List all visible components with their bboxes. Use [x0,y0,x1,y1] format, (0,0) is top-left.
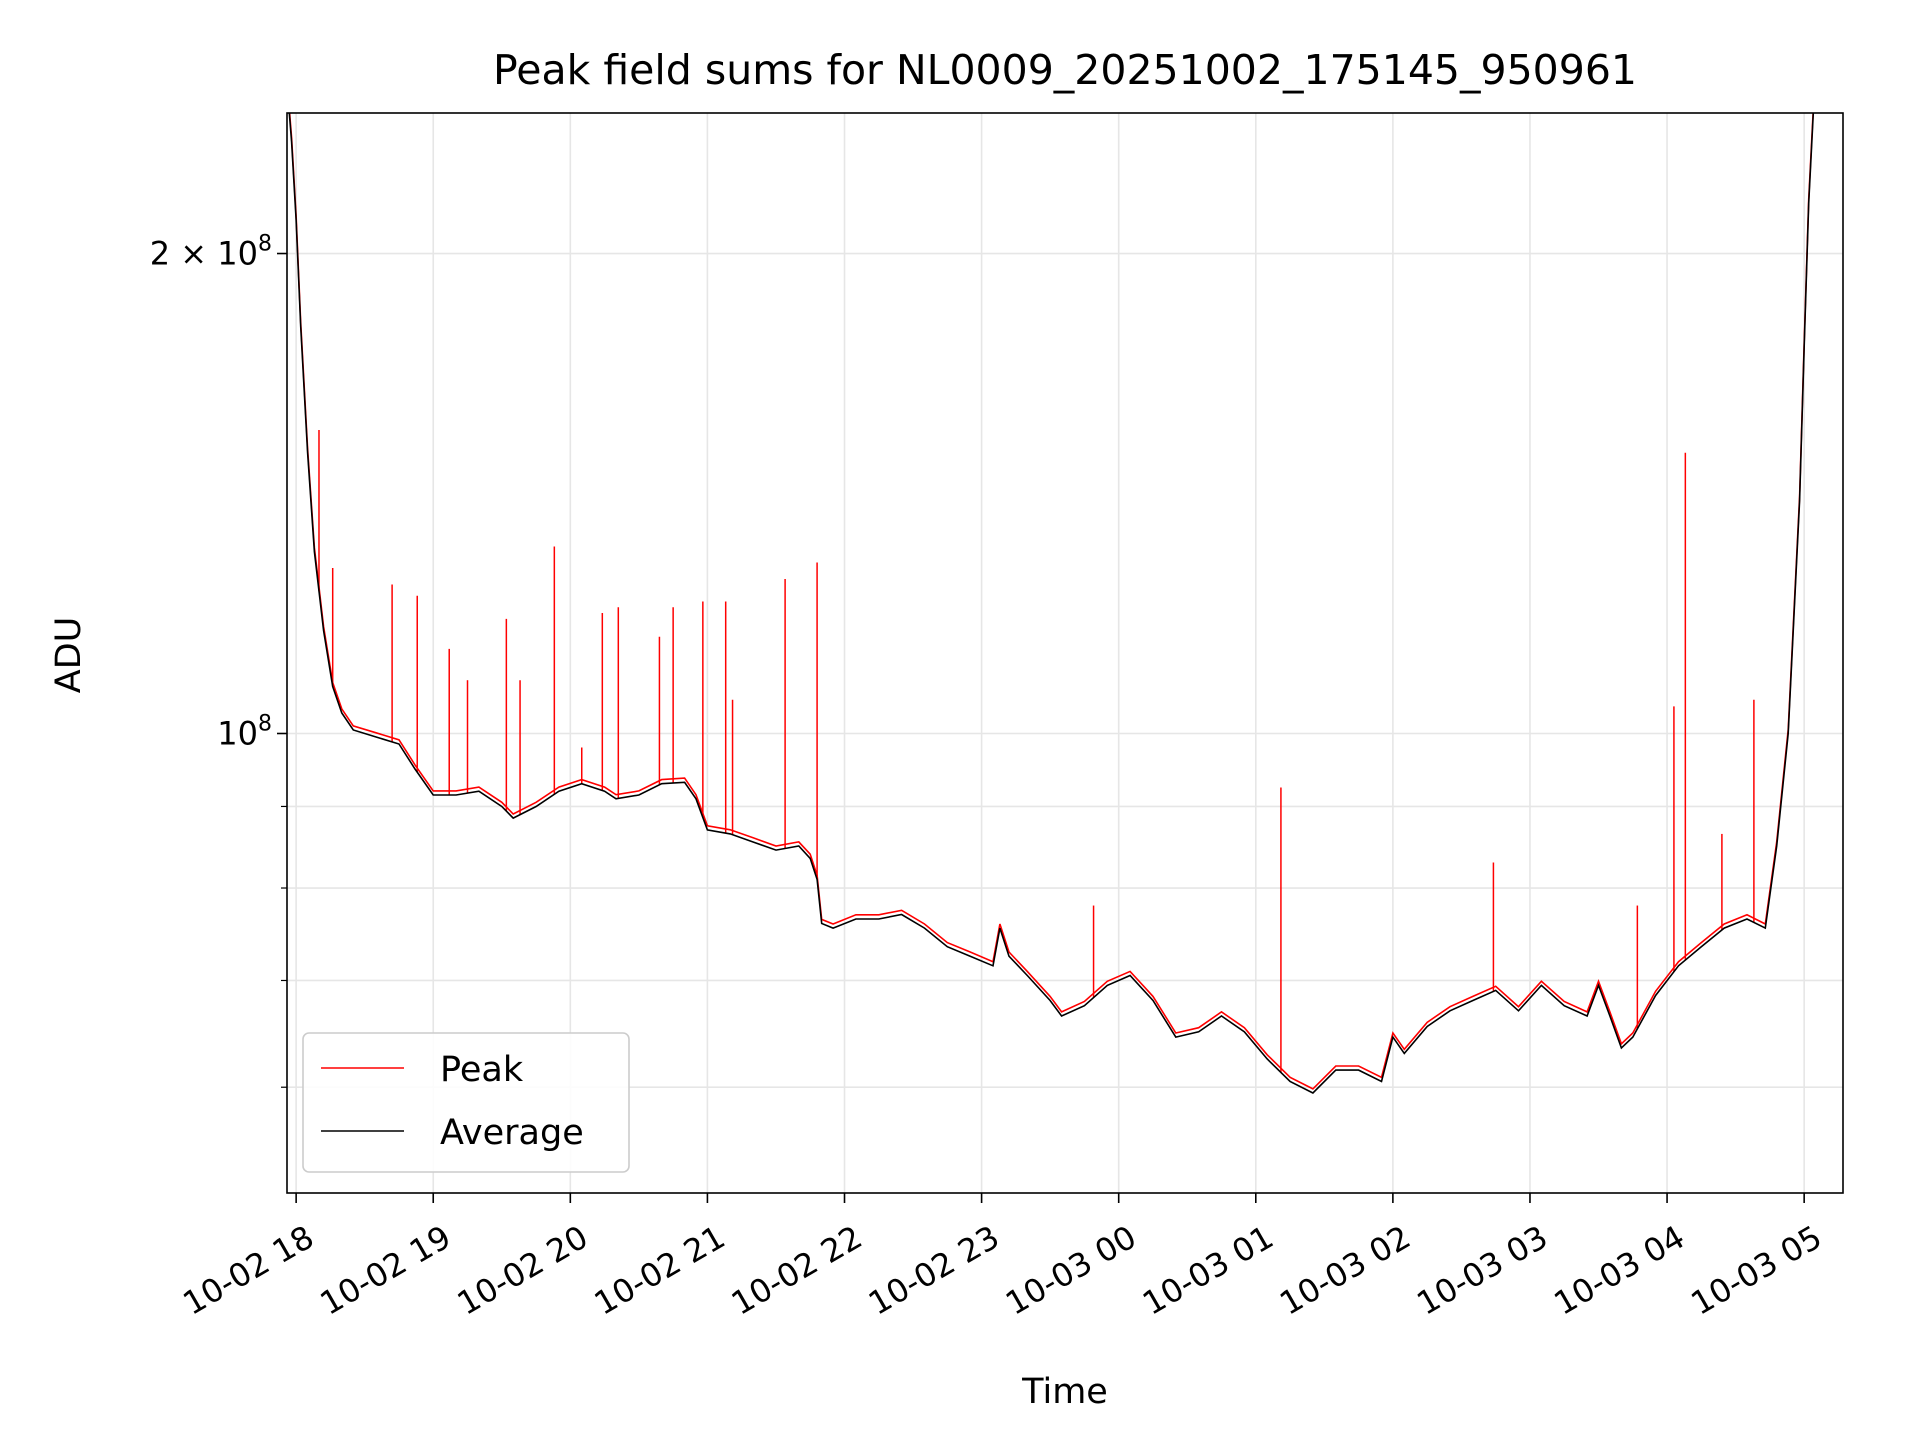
series-average-line [288,113,1815,1094]
plot-frame [286,112,1844,1194]
grid [287,113,1843,1193]
chart-title: Peak field sums for NL0009_20251002_1751… [493,46,1637,94]
legend-average-label: Average [440,1113,584,1153]
legend-peak-label: Peak [440,1050,524,1090]
y-tick-label: 2 × 108 [150,232,272,273]
y-axis-label: ADU [49,617,89,694]
x-axis-label: Time [1021,1372,1108,1412]
legend: Peak Average [302,1032,630,1173]
y-tick-label: 108 [217,711,272,752]
y-axis: 108 2 × 108 [150,232,287,1088]
series-layer [288,113,1815,1094]
